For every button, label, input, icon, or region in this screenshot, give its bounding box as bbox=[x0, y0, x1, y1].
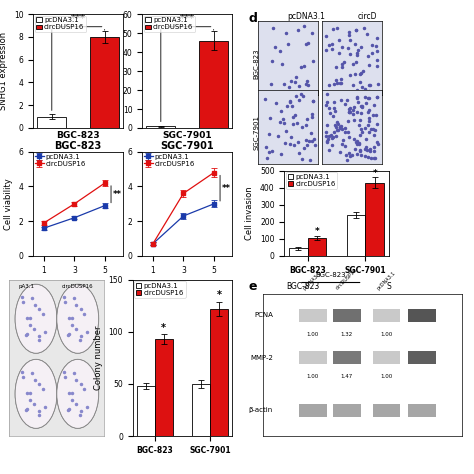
Text: pcDNA3.1: pcDNA3.1 bbox=[376, 270, 397, 291]
Text: BGC-823: BGC-823 bbox=[287, 282, 320, 291]
X-axis label: Day: Day bbox=[70, 280, 87, 289]
Text: MMP-2: MMP-2 bbox=[250, 355, 273, 361]
Text: SGC-7901: SGC-7901 bbox=[254, 115, 260, 150]
Text: **: ** bbox=[112, 190, 121, 199]
Text: 1.00: 1.00 bbox=[307, 374, 319, 379]
Bar bbox=[373, 404, 401, 417]
Bar bbox=[90, 37, 119, 128]
Legend: pcDNA3.1, circDUSP16: pcDNA3.1, circDUSP16 bbox=[35, 16, 86, 32]
Bar bbox=[333, 404, 361, 417]
Bar bbox=[333, 309, 361, 322]
Text: PCNA: PCNA bbox=[254, 312, 273, 318]
Text: β-actin: β-actin bbox=[249, 408, 273, 413]
Legend: pcDNA3.1, circDUSP16: pcDNA3.1, circDUSP16 bbox=[144, 153, 196, 167]
Circle shape bbox=[15, 284, 57, 353]
Text: pcDNA3.1: pcDNA3.1 bbox=[287, 12, 325, 21]
Text: 1.00: 1.00 bbox=[380, 374, 392, 379]
Legend: pcDNA3.1, circDUSP16: pcDNA3.1, circDUSP16 bbox=[35, 153, 87, 167]
Text: ***: *** bbox=[71, 15, 86, 25]
Bar bbox=[289, 248, 308, 256]
Title: BGC-823: BGC-823 bbox=[55, 141, 102, 151]
Y-axis label: Cell invasion: Cell invasion bbox=[246, 186, 255, 240]
Bar bbox=[409, 404, 436, 417]
Bar bbox=[137, 386, 155, 436]
Bar bbox=[308, 238, 326, 256]
Bar bbox=[199, 41, 228, 128]
Bar bbox=[373, 309, 401, 322]
Text: 1.32: 1.32 bbox=[340, 332, 353, 337]
Circle shape bbox=[57, 359, 99, 428]
Text: *: * bbox=[315, 228, 319, 236]
Text: circDUSP16: circDUSP16 bbox=[335, 268, 358, 291]
Circle shape bbox=[57, 284, 99, 353]
Bar bbox=[210, 309, 228, 436]
Text: d: d bbox=[249, 12, 258, 25]
Y-axis label: Colony number: Colony number bbox=[94, 326, 103, 390]
Y-axis label: Cell viability: Cell viability bbox=[4, 178, 13, 230]
Title: SGC-7901: SGC-7901 bbox=[160, 141, 214, 151]
Bar bbox=[155, 339, 173, 436]
Text: **: ** bbox=[221, 184, 230, 192]
Text: pA3.1: pA3.1 bbox=[18, 284, 35, 289]
Text: BGC-823: BGC-823 bbox=[254, 49, 260, 79]
Bar bbox=[347, 215, 365, 256]
Legend: pcDNA3.1, circDUSP16: pcDNA3.1, circDUSP16 bbox=[286, 172, 337, 189]
Bar bbox=[373, 352, 401, 365]
Text: *: * bbox=[161, 323, 166, 333]
Bar bbox=[192, 384, 210, 436]
Text: 1.00: 1.00 bbox=[380, 332, 392, 337]
Bar bbox=[333, 352, 361, 365]
X-axis label: BGC-823: BGC-823 bbox=[56, 131, 100, 140]
Y-axis label: SNHG1 expression: SNHG1 expression bbox=[0, 32, 8, 110]
Text: circDUSP16: circDUSP16 bbox=[62, 284, 93, 289]
Bar bbox=[409, 352, 436, 365]
Text: e: e bbox=[249, 280, 257, 292]
Bar bbox=[37, 117, 66, 128]
Text: 1.00: 1.00 bbox=[307, 332, 319, 337]
Text: *: * bbox=[217, 291, 221, 301]
Circle shape bbox=[15, 359, 57, 428]
Legend: pcDNA3.1, circDUSP16: pcDNA3.1, circDUSP16 bbox=[144, 16, 195, 32]
Text: S: S bbox=[386, 282, 391, 291]
Legend: pcDNA3.1, circDUSP16: pcDNA3.1, circDUSP16 bbox=[134, 281, 186, 298]
X-axis label: SGC-7901: SGC-7901 bbox=[163, 131, 212, 140]
Text: *: * bbox=[372, 169, 377, 178]
Text: ***: *** bbox=[180, 15, 195, 25]
X-axis label: Day: Day bbox=[179, 280, 196, 289]
Bar bbox=[409, 309, 436, 322]
Text: 1.47: 1.47 bbox=[340, 374, 353, 379]
Bar bbox=[299, 352, 327, 365]
Bar bbox=[365, 182, 384, 256]
Bar bbox=[146, 126, 175, 128]
Bar bbox=[299, 404, 327, 417]
Text: circD: circD bbox=[357, 12, 377, 21]
Text: BGC-823: BGC-823 bbox=[315, 272, 346, 278]
Text: pcDNA3.1: pcDNA3.1 bbox=[302, 270, 323, 291]
Bar bbox=[299, 309, 327, 322]
